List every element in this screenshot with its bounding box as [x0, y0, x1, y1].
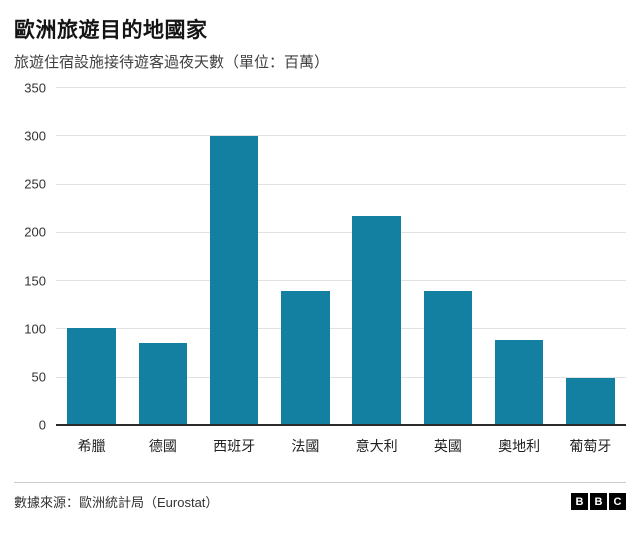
gridline: 300 — [24, 128, 626, 143]
source-text: 數據來源：歐洲統計局（Eurostat） — [14, 495, 219, 510]
x-tick-label: 德國 — [148, 438, 177, 454]
bar-奧地利 — [494, 340, 544, 426]
bar-slot — [270, 88, 341, 426]
x-tick-label: 意大利 — [355, 438, 398, 454]
bar-slot — [199, 88, 270, 426]
bar-德國 — [138, 342, 188, 426]
bar-slot — [484, 88, 555, 426]
x-tick-label: 葡萄牙 — [569, 438, 612, 454]
bar-希臘 — [67, 328, 116, 426]
gridline: 150 — [24, 273, 626, 288]
y-tick-label: 300 — [24, 128, 46, 144]
gridline: 350 — [24, 80, 626, 95]
y-tick-label: 100 — [24, 321, 46, 337]
x-tick-label: 西班牙 — [213, 438, 256, 454]
y-tick-label: 0 — [38, 417, 46, 433]
bar-slot — [555, 88, 626, 426]
y-tick-label: 250 — [24, 176, 46, 192]
gridline: 100 — [24, 321, 626, 336]
bar-slot — [56, 88, 127, 426]
page: 歐洲旅遊目的地國家 旅遊住宿設施接待遊客過夜天數（單位：百萬） 0 50 100 15… — [14, 19, 626, 511]
x-tick-label: 希臘 — [77, 438, 106, 454]
gridline: 200 — [24, 225, 626, 240]
bbc-logo-block: B — [590, 493, 607, 510]
bar-slot — [412, 88, 483, 426]
bars-row — [56, 88, 626, 426]
x-tick-label: 法國 — [291, 438, 320, 454]
bar-英國 — [423, 290, 473, 426]
bar-法國 — [281, 290, 330, 426]
y-tick-label: 200 — [24, 224, 46, 240]
y-tick-label: 150 — [24, 273, 46, 289]
gridline: 50 — [32, 370, 626, 385]
bar-chart: 0 50 100 150 200 250 300 350 希臘 德國 西班牙 法國 意大利 英國 奧地利 葡… — [14, 80, 626, 456]
bbc-logo-block: C — [609, 493, 626, 510]
bar-意大利 — [352, 216, 401, 426]
x-tick-label: 英國 — [433, 438, 462, 454]
chart-subtitle: 旅遊住宿設施接待遊客過夜天數（單位：百萬） — [14, 54, 330, 71]
bbc-logo-block: B — [571, 493, 588, 510]
x-labels-row: 希臘 德國 西班牙 法國 意大利 英國 奧地利 葡萄牙 — [56, 426, 626, 456]
y-tick-label: 350 — [24, 80, 46, 95]
x-tick-label: 奧地利 — [498, 438, 541, 454]
x-axis-line: 0 — [39, 418, 626, 433]
plot-area: 0 50 100 150 200 250 300 350 — [24, 80, 626, 433]
bar-西班牙 — [209, 136, 259, 426]
bar-slot — [127, 88, 198, 426]
chart-title: 歐洲旅遊目的地國家 — [14, 19, 208, 42]
bar-slot — [341, 88, 412, 426]
bar-葡萄牙 — [566, 377, 615, 426]
y-tick-label: 50 — [31, 369, 46, 385]
gridline: 250 — [24, 177, 626, 192]
